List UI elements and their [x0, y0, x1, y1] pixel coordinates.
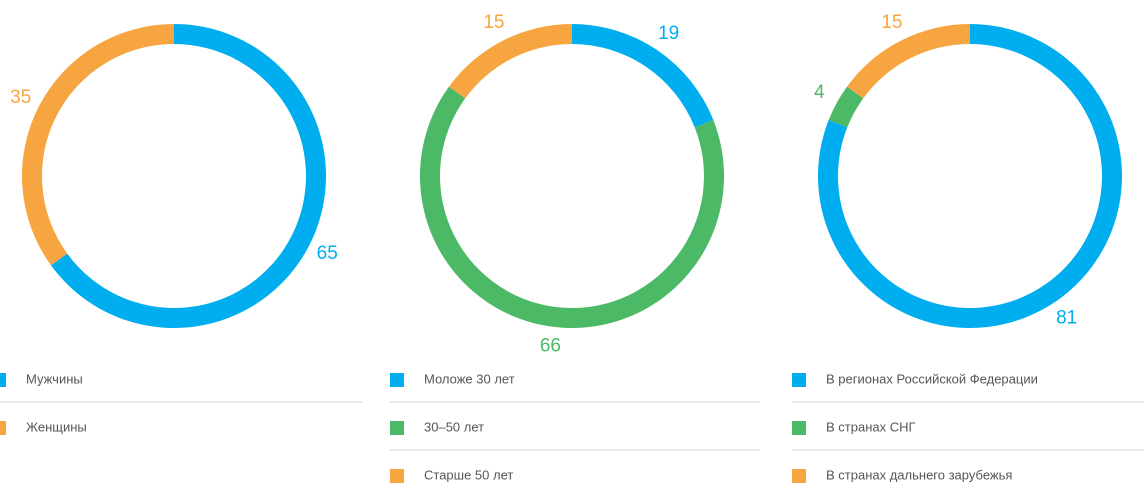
legend-swatch: [792, 373, 806, 387]
legend-label: В странах СНГ: [826, 419, 916, 434]
data-label: 19: [658, 23, 679, 44]
legend-label: Женщины: [26, 419, 87, 434]
legend-label: Старше 50 лет: [424, 467, 513, 482]
data-label: 15: [483, 12, 504, 33]
donut-segment: [847, 24, 970, 99]
legend-label: 30–50 лет: [424, 419, 484, 434]
legend-label: Мужчины: [26, 371, 83, 386]
donut-segment: [420, 86, 724, 328]
legend-swatch: [0, 373, 6, 387]
legend-swatch: [390, 421, 404, 435]
data-label: 35: [10, 87, 31, 108]
legend-swatch: [792, 469, 806, 483]
legend-swatch: [390, 469, 404, 483]
donut-segment: [449, 24, 572, 99]
legend-label: В странах дальнего зарубежья: [826, 467, 1012, 482]
donut-segment: [828, 86, 864, 128]
data-label: 65: [317, 243, 338, 264]
legend-label: Моложе 30 лет: [424, 371, 515, 386]
donut-segment: [572, 23, 714, 128]
legend-label: В регионах Российской Федерации: [826, 371, 1038, 386]
legend-swatch: [792, 421, 806, 435]
donut-segment: [21, 24, 174, 266]
data-label: 81: [1056, 307, 1077, 328]
legend-swatch: [0, 421, 6, 435]
data-label: 66: [540, 336, 561, 357]
legend-swatch: [390, 373, 404, 387]
data-label: 15: [881, 12, 902, 33]
data-label: 4: [814, 82, 825, 103]
